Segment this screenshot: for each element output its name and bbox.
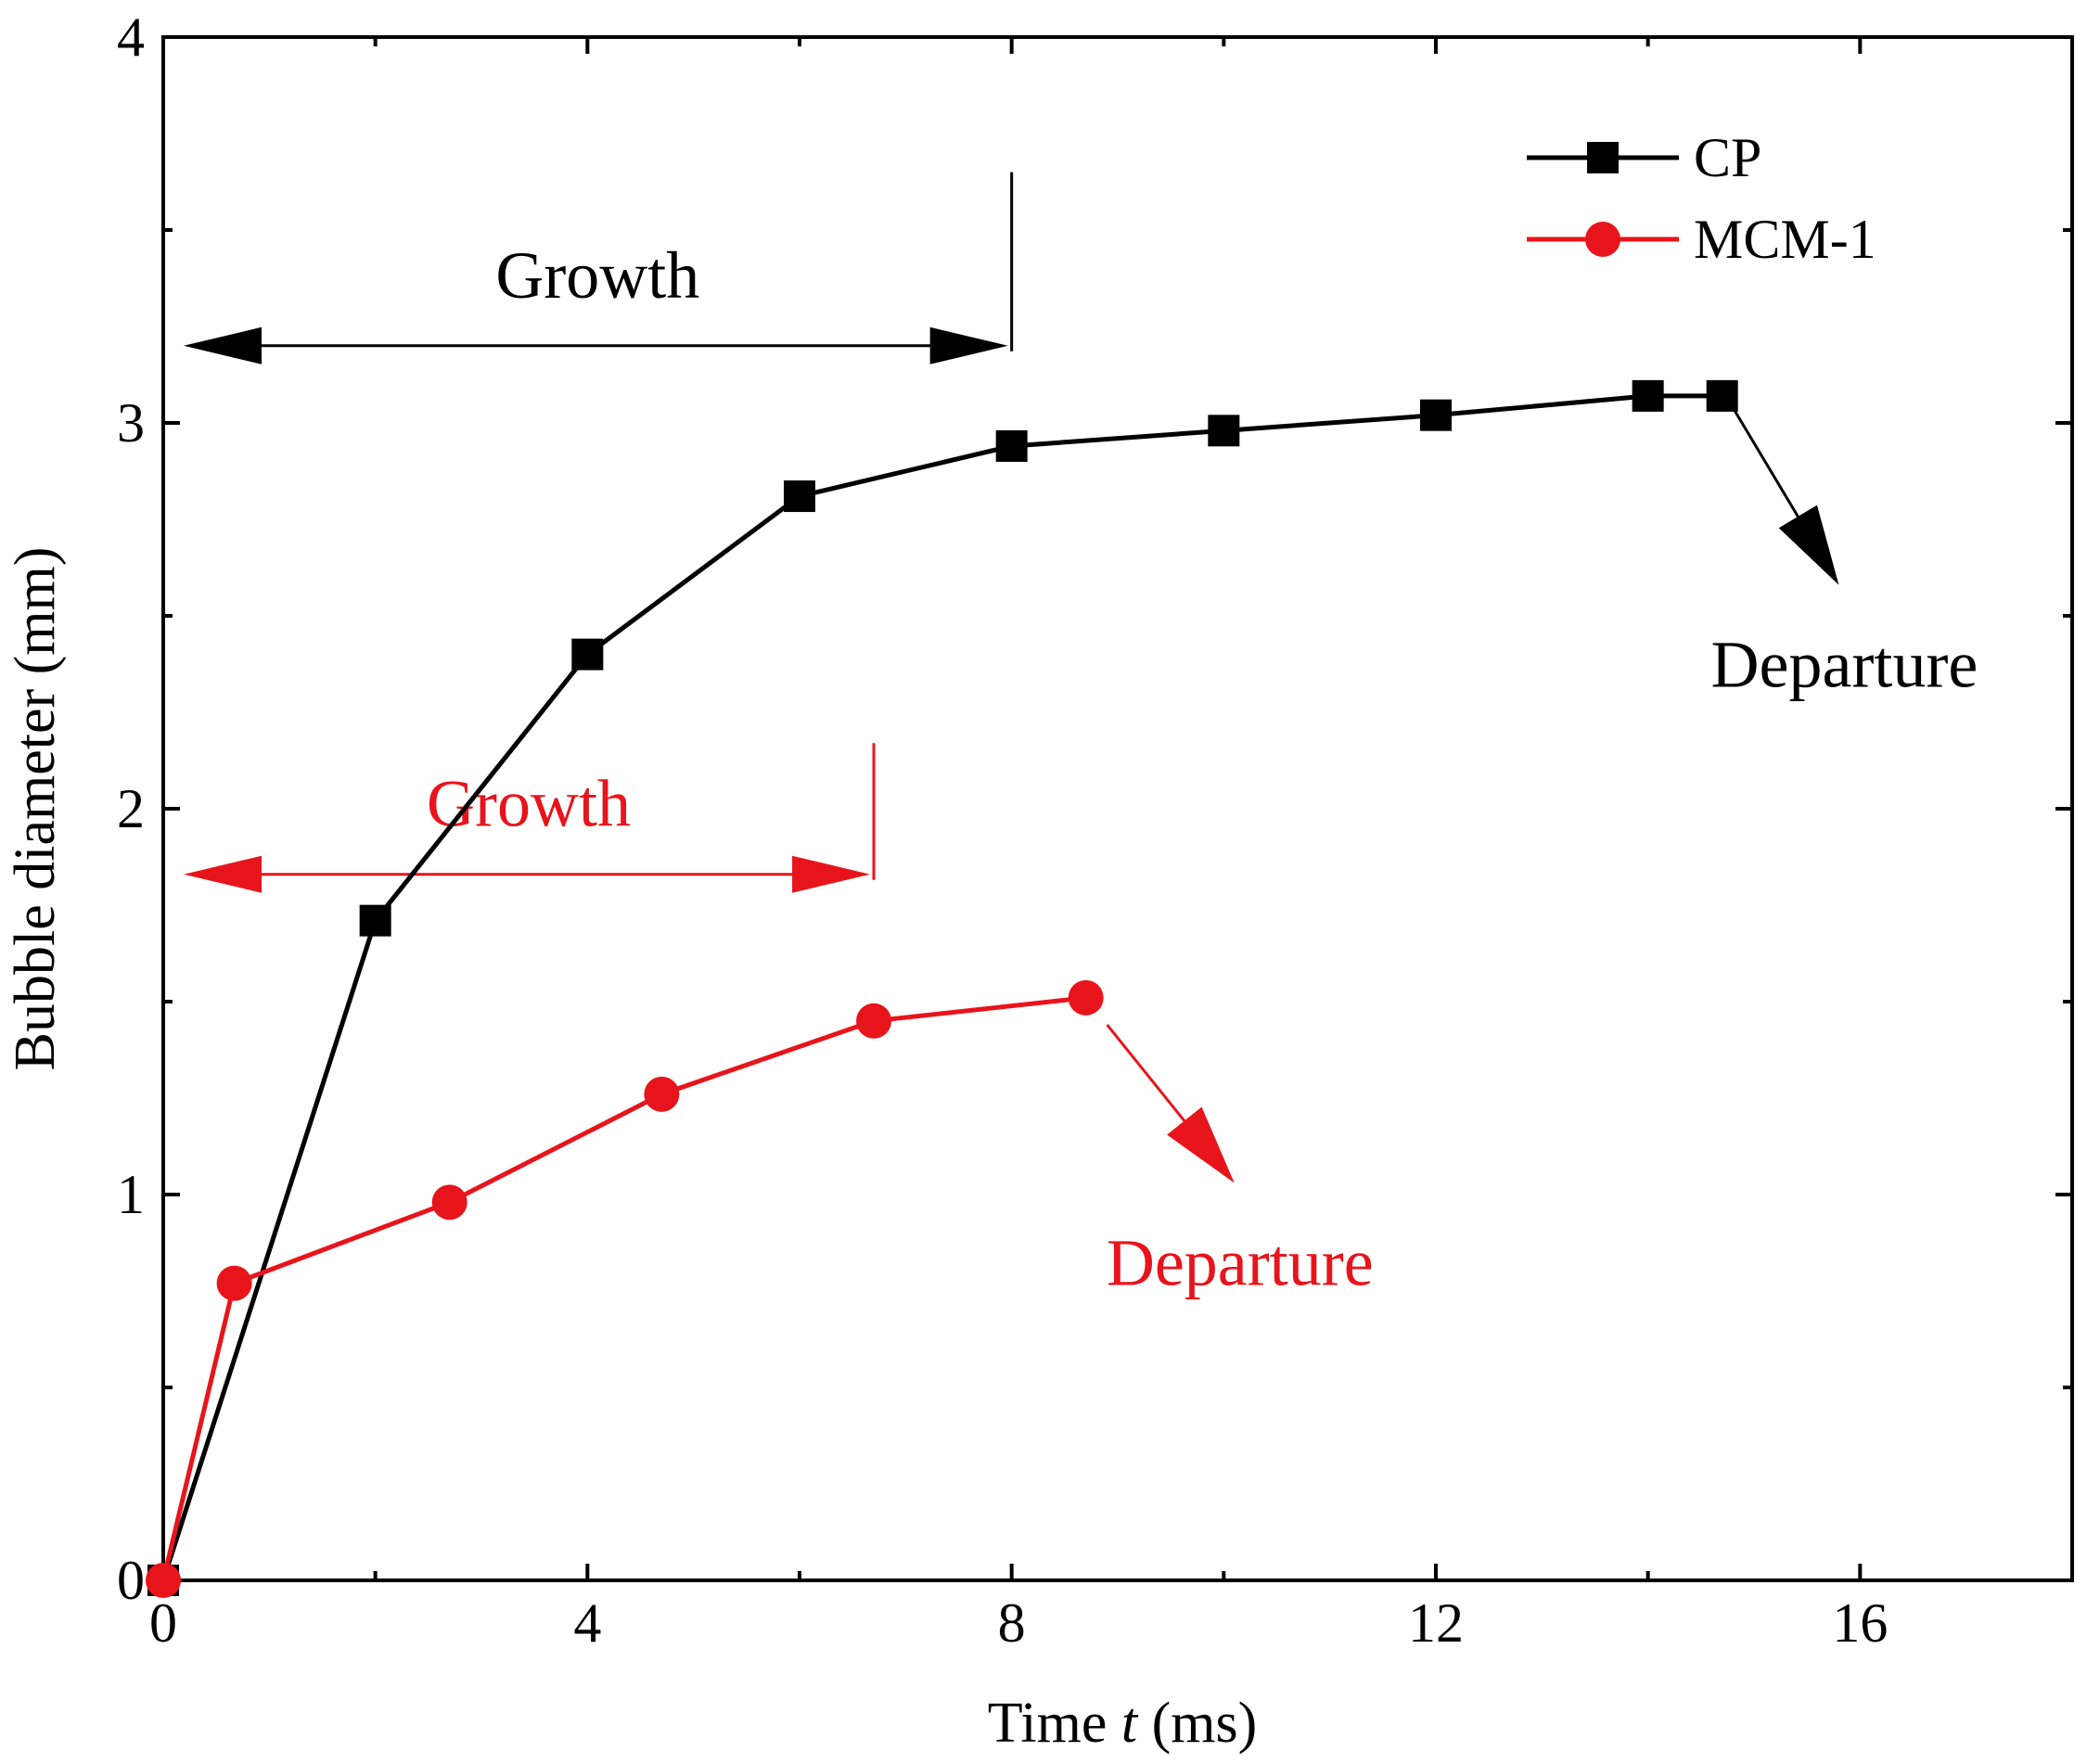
x-tick-label: 16 [1832, 1592, 1888, 1654]
growth-arrow-left-head-cp [184, 326, 262, 364]
growth-label-cp: Growth [495, 238, 699, 313]
growth-label-mcm-1: Growth [427, 767, 631, 841]
data-point-cp [995, 429, 1028, 462]
x-axis-title-prefix: Time [988, 1692, 1121, 1755]
data-point-mcm-1 [1068, 979, 1104, 1016]
x-axis-title-unit: (ms) [1137, 1692, 1257, 1755]
x-axis-title-variable: t [1121, 1692, 1139, 1755]
y-tick-label: 2 [117, 778, 145, 839]
legend-marker-cp [1587, 142, 1619, 173]
data-point-cp [1420, 399, 1452, 431]
y-tick-label: 1 [117, 1164, 145, 1225]
departure-arrow-line-cp [1731, 406, 1812, 538]
growth-arrow-right-head-mcm-1 [792, 855, 871, 893]
data-point-cp [1706, 379, 1738, 412]
series-cp [147, 379, 1738, 1596]
x-tick-label: 4 [573, 1592, 601, 1654]
departure-arrow-head-mcm-1 [1167, 1106, 1235, 1183]
departure-label-cp: Departure [1711, 628, 1978, 702]
data-point-cp [571, 638, 604, 671]
y-tick-label: 3 [117, 392, 145, 454]
growth-arrow-left-head-mcm-1 [184, 855, 262, 893]
growth-arrow-right-head-cp [929, 326, 1008, 364]
departure-arrow-head-cp [1778, 505, 1839, 585]
y-tick-label: 0 [117, 1550, 145, 1611]
data-point-mcm-1 [431, 1184, 467, 1221]
x-tick-label: 12 [1408, 1592, 1464, 1654]
series-line-mcm-1 [160, 995, 1086, 1581]
legend-label-mcm-1: MCM-1 [1694, 209, 1876, 270]
x-axis-title: Time t (ms) [988, 1692, 1258, 1755]
data-point-mcm-1 [644, 1076, 680, 1112]
data-point-cp [1208, 415, 1240, 447]
legend: CP MCM-1 [1527, 127, 1876, 270]
x-tick-label: 8 [998, 1592, 1026, 1654]
data-point-mcm-1 [856, 1003, 892, 1039]
series-line-cp [160, 393, 1722, 1581]
data-point-mcm-1 [146, 1563, 181, 1598]
series-mcm-1 [146, 979, 1104, 1598]
departure-label-mcm-1: Departure [1107, 1226, 1374, 1300]
data-point-mcm-1 [216, 1265, 252, 1301]
data-point-cp [359, 904, 391, 937]
y-axis-title: Bubble diameter (mm) [4, 547, 67, 1071]
data-point-cp [1632, 379, 1664, 412]
y-tick-label: 4 [117, 6, 145, 68]
annotations: Growth Departure Growth Departure [184, 172, 1978, 1300]
departure-arrow-line-mcm-1 [1106, 1024, 1201, 1141]
legend-marker-mcm-1 [1585, 222, 1620, 257]
x-tick-label: 0 [149, 1592, 177, 1654]
data-point-cp [784, 480, 815, 513]
legend-label-cp: CP [1694, 127, 1761, 188]
series-layer [146, 379, 1738, 1598]
